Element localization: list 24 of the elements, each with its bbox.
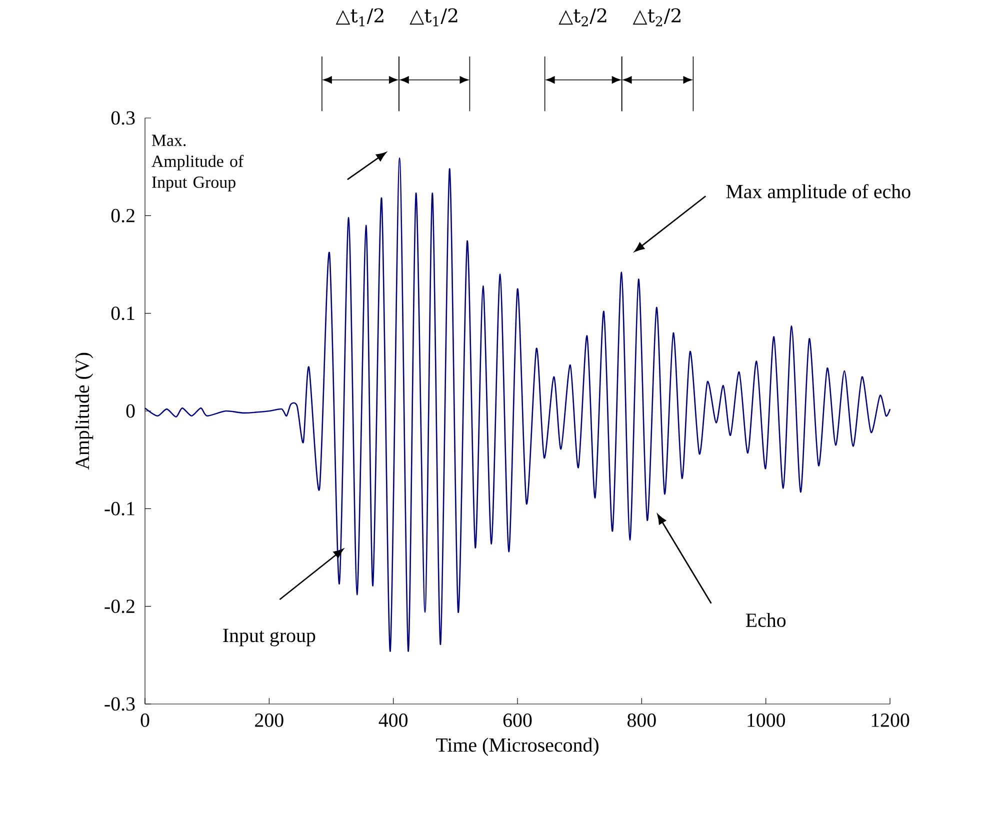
text: △t$_{2}$/2: [632, 8, 680, 26]
annotation: Max. Amplitude of Input Group: [152, 134, 244, 192]
text: △t$_{1}$/2: [336, 8, 384, 26]
y-tick-label: 0.2: [111, 208, 134, 222]
y-axis-title: Amplitude (V): [75, 352, 94, 470]
x-tick-label: 1200: [872, 714, 910, 727]
y-tick-label: 0.1: [111, 306, 134, 320]
y-tick-label: -0.3: [104, 697, 135, 711]
annotation: Echo: [746, 612, 786, 628]
x-tick-label: 600: [503, 714, 532, 727]
annotation: Max amplitude of echo: [726, 184, 910, 202]
annotation: Input group: [223, 628, 316, 646]
text: △t$_{1}$/2: [410, 8, 458, 26]
x-axis-title: Time (Microsecond): [436, 738, 598, 756]
text: △t$_{2}$/2: [558, 8, 606, 26]
x-tick-label: 800: [627, 714, 656, 727]
x-tick-label: 200: [255, 714, 284, 727]
x-tick-label: 1000: [748, 714, 786, 727]
x-tick-label: 400: [378, 714, 408, 727]
y-tick-label: -0.2: [104, 600, 134, 614]
y-tick-label: -0.1: [104, 502, 134, 516]
y-tick-label: 0.3: [111, 111, 135, 125]
x-tick-label: 0: [140, 714, 150, 727]
y-tick-label: 0: [126, 404, 135, 418]
